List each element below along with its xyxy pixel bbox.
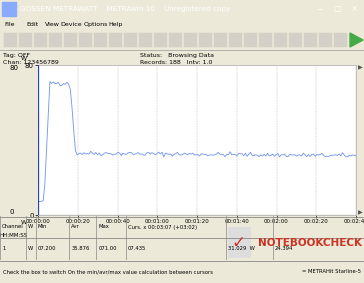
Bar	[154, 33, 167, 47]
Bar	[169, 33, 182, 47]
Bar	[304, 33, 317, 47]
Bar	[34, 33, 47, 47]
Text: Check the box to switch On the min/avr/max value calculation between cursors: Check the box to switch On the min/avr/m…	[3, 269, 213, 274]
Text: ─: ─	[317, 5, 323, 14]
Text: Status:   Browsing Data: Status: Browsing Data	[140, 53, 214, 58]
Text: ✓: ✓	[232, 234, 246, 252]
Text: GOSSEN METRAWATT    METRAwin 10    Unregistered copy: GOSSEN METRAWATT METRAwin 10 Unregistere…	[20, 6, 230, 12]
Text: Min: Min	[37, 224, 47, 230]
Text: Curs. x 00:03:07 (+03:02): Curs. x 00:03:07 (+03:02)	[127, 224, 197, 230]
Text: 31.029  W: 31.029 W	[228, 246, 254, 252]
Text: Chan: 123456789: Chan: 123456789	[3, 60, 59, 65]
Bar	[184, 33, 197, 47]
Text: Max: Max	[98, 224, 109, 230]
Bar	[49, 33, 62, 47]
Text: W: W	[20, 220, 27, 224]
Bar	[79, 33, 92, 47]
Text: 35.876: 35.876	[71, 246, 90, 252]
Bar	[199, 33, 212, 47]
Text: = METRAHit Starline-5: = METRAHit Starline-5	[302, 269, 361, 274]
Polygon shape	[350, 33, 363, 47]
Text: HH:MM:SS: HH:MM:SS	[0, 233, 28, 238]
Bar	[124, 33, 137, 47]
Text: Records: 188   Intv: 1.0: Records: 188 Intv: 1.0	[140, 60, 212, 65]
Text: View: View	[45, 22, 60, 27]
Bar	[274, 33, 287, 47]
Bar	[228, 227, 250, 257]
Text: W: W	[20, 55, 27, 61]
Bar	[139, 33, 152, 47]
Bar	[19, 33, 32, 47]
Bar	[334, 33, 347, 47]
Text: ▶: ▶	[357, 65, 362, 70]
Text: 0: 0	[9, 209, 14, 215]
Text: W: W	[28, 246, 33, 252]
Text: File: File	[4, 22, 15, 27]
Text: NOTEBOOKCHECK: NOTEBOOKCHECK	[258, 238, 362, 248]
Text: □: □	[333, 5, 341, 14]
Bar	[319, 33, 332, 47]
Bar	[94, 33, 107, 47]
Text: 07.200: 07.200	[37, 246, 56, 252]
Text: 071.00: 071.00	[98, 246, 117, 252]
Text: Channel: Channel	[2, 224, 24, 230]
Bar	[289, 33, 302, 47]
Bar	[244, 33, 257, 47]
Text: 07.435: 07.435	[127, 246, 146, 252]
Text: 80: 80	[9, 65, 18, 71]
Bar	[109, 33, 122, 47]
Bar	[214, 33, 227, 47]
Text: ▶: ▶	[357, 210, 362, 215]
Text: ×: ×	[351, 5, 357, 14]
Text: 1: 1	[2, 246, 5, 252]
Bar	[259, 33, 272, 47]
Bar	[64, 33, 77, 47]
Text: W: W	[28, 224, 33, 230]
Text: Device: Device	[60, 22, 82, 27]
Text: Avr: Avr	[71, 224, 80, 230]
Text: Tag: OFF: Tag: OFF	[3, 53, 30, 58]
Text: Edit: Edit	[26, 22, 38, 27]
Bar	[229, 33, 242, 47]
Text: Options: Options	[84, 22, 108, 27]
Text: 24.394: 24.394	[275, 246, 293, 252]
Text: Help: Help	[108, 22, 122, 27]
Bar	[2, 2, 16, 16]
Bar	[4, 33, 17, 47]
